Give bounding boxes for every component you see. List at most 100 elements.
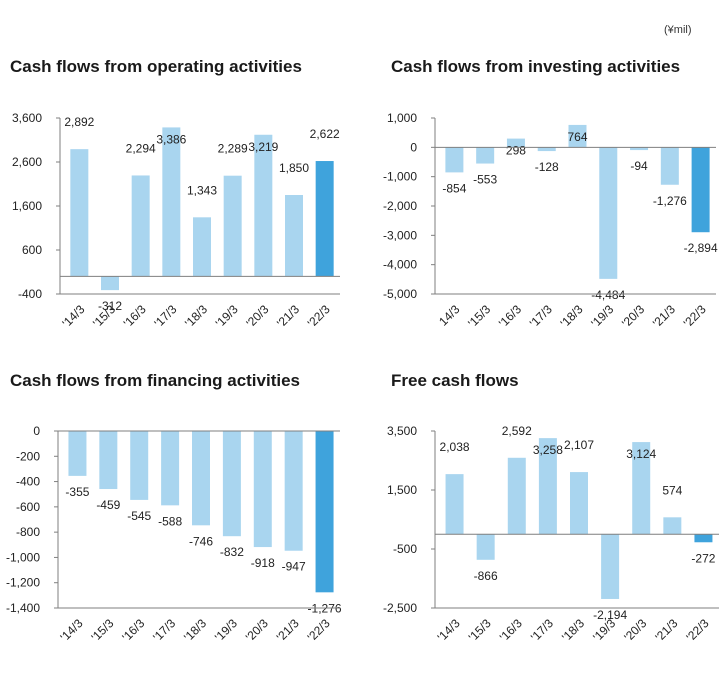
financing-cf-title: Cash flows from financing activities: [10, 371, 301, 390]
unit-label: (¥mil): [664, 24, 692, 36]
data-label-0: 2,038: [440, 440, 470, 454]
bar-5: [601, 534, 620, 599]
x-tick-label-2: '16/3: [121, 302, 149, 330]
bar-6: [630, 147, 649, 151]
x-tick-label-7: '21/3: [652, 616, 680, 644]
bar-5: [222, 431, 241, 537]
bar-2: [506, 138, 525, 148]
free-cf-title: Free cash flows: [391, 371, 519, 390]
y-tick-label: -3,000: [383, 228, 417, 242]
bar-1: [99, 431, 118, 490]
financing-cf-chart: 0 -200 -400 -600 -800 -1,000 -1,200 -1,400 -355 '…: [6, 424, 342, 644]
bar-0: [445, 147, 464, 173]
bar-2: [131, 175, 150, 277]
y-tick-label: -400: [16, 475, 40, 489]
y-tick-label: -400: [18, 287, 42, 301]
x-tick-label-6: '20/3: [243, 302, 271, 330]
y-tick-label: 3,500: [387, 424, 417, 438]
data-label-6: 3,219: [248, 140, 278, 154]
bar-4: [570, 472, 588, 535]
data-label-8: -272: [691, 551, 715, 565]
y-tick-label: 0: [410, 140, 417, 154]
bar-0: [68, 431, 87, 476]
data-label-3: 3,258: [533, 443, 563, 457]
data-label-5: -4,484: [591, 288, 625, 302]
x-tick-label-8: '22/3: [684, 616, 712, 644]
bar-3: [537, 147, 556, 152]
x-tick-label-2: '16/3: [119, 616, 147, 644]
free-cf-chart: 3,500 1,500 -500 -2,500 2,038 '14/3 -866 '15/3 2…: [383, 424, 719, 644]
y-tick-label: -1,000: [383, 170, 417, 184]
bar-2: [130, 431, 149, 500]
bar-8: [315, 431, 334, 593]
x-tick-label-5: '19/3: [213, 302, 241, 330]
bar-6: [632, 442, 651, 535]
x-tick-label-3: '17/3: [151, 302, 179, 330]
x-tick-label-6: '20/3: [619, 302, 647, 330]
data-label-1: -459: [96, 498, 120, 512]
x-tick-label-3: '17/3: [527, 302, 555, 330]
y-tick-label: -2,500: [383, 601, 417, 615]
data-label-4: 764: [567, 130, 587, 144]
y-tick-label: 3,600: [12, 111, 42, 125]
y-tick-label: 1,000: [387, 111, 417, 125]
operating-cf-title: Cash flows from operating activities: [10, 57, 302, 76]
data-label-0: -854: [442, 181, 466, 195]
x-tick-label-3: '17/3: [528, 616, 556, 644]
data-label-2: 298: [506, 144, 526, 158]
x-tick-label-2: '16/3: [496, 302, 524, 330]
data-label-4: -746: [189, 534, 213, 548]
data-label-3: 3,386: [156, 132, 186, 146]
data-label-2: -545: [127, 509, 151, 523]
x-tick-label-7: '21/3: [274, 616, 302, 644]
data-label-7: 574: [662, 483, 682, 497]
data-label-3: -128: [535, 160, 559, 174]
bar-6: [254, 134, 273, 277]
y-tick-label: -1,200: [6, 576, 40, 590]
bar-3: [162, 127, 181, 277]
investing-cf-title: Cash flows from investing activities: [391, 57, 681, 76]
data-label-6: -94: [630, 159, 648, 173]
x-tick-label-1: '15/3: [465, 302, 493, 330]
data-label-4: 1,343: [187, 183, 217, 197]
data-label-7: -1,276: [653, 194, 687, 208]
y-tick-label: -2,000: [383, 199, 417, 213]
bar-2: [507, 457, 526, 535]
bar-7: [285, 195, 303, 277]
investing-cf-chart: 1,000 0 -1,000 -2,000 -3,000 -4,000 -5,000 -854…: [383, 111, 718, 330]
y-tick-label: 2,600: [12, 155, 42, 169]
bar-8: [315, 161, 334, 277]
bar-8: [694, 534, 713, 543]
data-label-2: 2,592: [502, 424, 532, 438]
data-label-5: -832: [220, 545, 244, 559]
x-tick-label-0: '14/3: [59, 302, 87, 330]
x-tick-label-0: 14/3: [436, 302, 463, 329]
x-tick-label-0: '14/3: [58, 616, 86, 644]
bar-1: [101, 276, 119, 291]
x-tick-label-4: '18/3: [182, 302, 210, 330]
data-label-1: -553: [473, 173, 497, 187]
data-label-0: -355: [65, 485, 89, 499]
x-tick-label-1: '15/3: [466, 616, 494, 644]
data-label-8: 2,622: [310, 127, 340, 141]
data-label-2: 2,294: [126, 141, 156, 155]
bar-6: [253, 431, 272, 548]
data-label-6: -918: [251, 556, 275, 570]
bar-7: [284, 431, 303, 551]
x-tick-label-4: '18/3: [558, 302, 586, 330]
data-label-5: -2,194: [593, 608, 627, 622]
bar-8: [691, 147, 710, 233]
x-tick-label-8: '22/3: [305, 616, 333, 644]
x-tick-label-3: '17/3: [150, 616, 178, 644]
bar-5: [223, 175, 242, 277]
y-tick-label: 0: [33, 424, 40, 438]
bar-4: [568, 124, 587, 148]
data-label-5: 2,289: [218, 142, 248, 156]
x-tick-label-1: '15/3: [88, 616, 116, 644]
data-label-7: 1,850: [279, 161, 309, 175]
y-tick-label: -800: [16, 525, 40, 539]
x-tick-label-4: '18/3: [181, 616, 209, 644]
bar-1: [476, 147, 495, 164]
bar-4: [192, 431, 210, 526]
